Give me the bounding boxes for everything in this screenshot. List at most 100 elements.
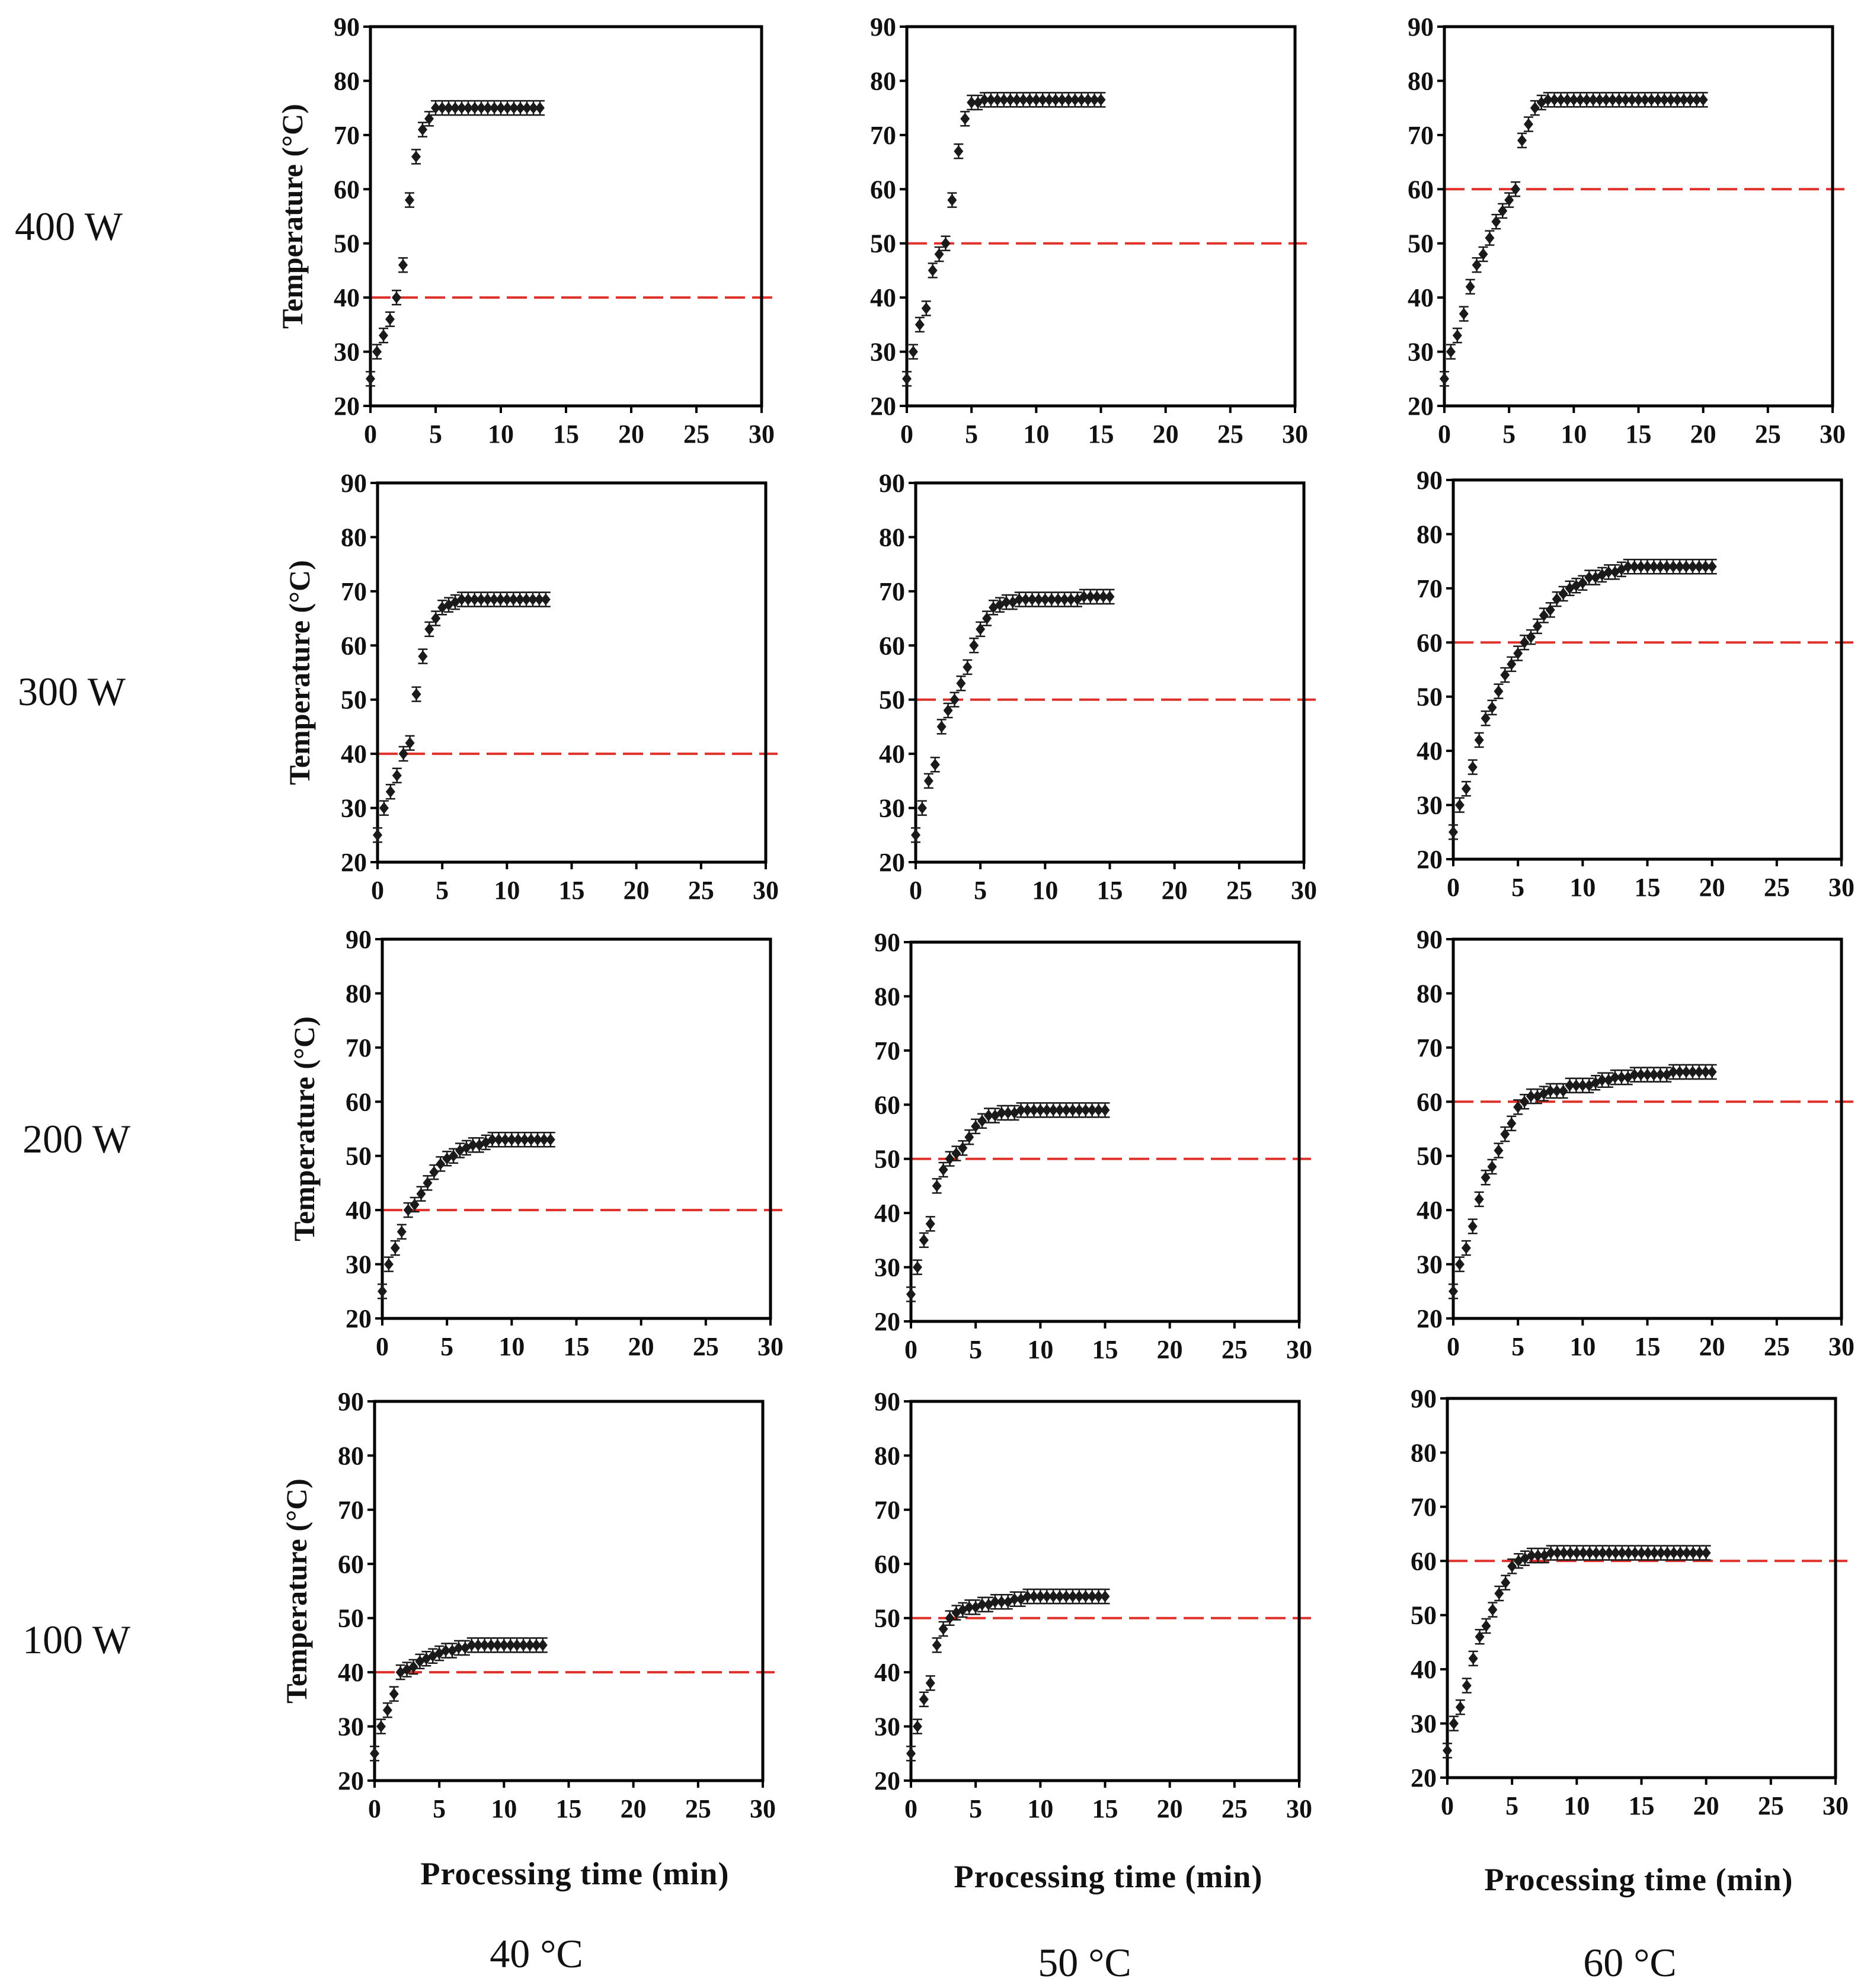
x-tick-label: 10 xyxy=(488,420,514,449)
column-label-60c: 60 °C xyxy=(1583,1940,1677,1985)
data-point xyxy=(533,1132,542,1148)
data-point xyxy=(1100,1102,1110,1118)
data-point xyxy=(1507,1115,1517,1132)
panel-300w-50c: 20 30 40 50 60 70 80 90 0 5 10 15 20 25 30 xyxy=(879,469,1317,905)
y-tick-label: 30 xyxy=(334,338,360,367)
panel-200w-40c: 20 30 40 50 60 70 80 90 0 5 10 15 20 25 30 Temperature … xyxy=(287,925,784,1361)
data-point xyxy=(1523,116,1533,132)
data-point xyxy=(925,1216,935,1232)
panel-100w-60c: 20 30 40 50 60 70 80 90 0 5 10 15 20 25 30 xyxy=(1411,1384,1849,1820)
y-tick-label: 20 xyxy=(338,1766,364,1795)
data-point xyxy=(398,257,408,273)
data-point xyxy=(932,1178,942,1194)
data-point xyxy=(1604,1545,1614,1561)
data-point xyxy=(528,591,538,607)
panel-200w-50c: 20 30 40 50 60 70 80 90 0 5 10 15 20 25 30 xyxy=(874,928,1312,1364)
data-point xyxy=(1694,1064,1704,1080)
y-tick-label: 40 xyxy=(1411,1655,1437,1684)
data-point xyxy=(906,1286,916,1302)
y-tick-label: 80 xyxy=(334,66,360,95)
x-tick-label: 5 xyxy=(1511,873,1524,902)
x-tick-label: 30 xyxy=(1823,1791,1849,1820)
data-point xyxy=(385,783,395,800)
data-point xyxy=(1494,1585,1504,1602)
y-tick-label: 30 xyxy=(874,1712,900,1741)
data-point xyxy=(1526,1088,1536,1105)
data-point xyxy=(1449,1715,1459,1731)
y-tick-label: 60 xyxy=(341,631,367,660)
data-point xyxy=(964,1129,974,1145)
x-axis-label-col1: Processing time (min) xyxy=(421,1856,730,1891)
data-point xyxy=(496,100,506,116)
y-tick-label: 30 xyxy=(1417,1250,1443,1279)
y-tick-label: 80 xyxy=(874,982,900,1011)
data-point xyxy=(917,800,927,816)
data-point xyxy=(1459,306,1469,322)
x-tick-label: 20 xyxy=(624,876,650,905)
data-point xyxy=(423,1175,433,1191)
data-point xyxy=(1707,559,1717,575)
data-point xyxy=(1681,1545,1692,1561)
x-tick-label: 0 xyxy=(1447,873,1460,902)
x-tick-label: 0 xyxy=(900,420,913,449)
data-point xyxy=(1485,230,1495,246)
x-tick-label: 5 xyxy=(969,1335,982,1364)
data-point xyxy=(411,149,421,165)
data-point xyxy=(1051,92,1061,108)
data-point xyxy=(915,316,925,333)
y-tick-label: 50 xyxy=(879,686,905,715)
y-tick-label: 80 xyxy=(874,1441,900,1470)
data-point xyxy=(1067,1102,1078,1118)
row-label-200w: 200 W xyxy=(23,1116,131,1161)
x-tick-label: 5 xyxy=(1505,1791,1518,1820)
x-tick-label: 15 xyxy=(564,1332,590,1361)
y-tick-label: 40 xyxy=(879,740,905,769)
y-tick-label: 90 xyxy=(870,12,896,41)
x-tick-label: 10 xyxy=(491,1794,517,1823)
x-tick-label: 0 xyxy=(909,876,922,905)
data-point xyxy=(1454,1256,1465,1272)
x-tick-label: 30 xyxy=(1828,873,1855,902)
data-point xyxy=(921,300,931,316)
data-point xyxy=(1565,1077,1575,1094)
y-tick-label: 50 xyxy=(1417,1142,1443,1171)
y-tick-label: 20 xyxy=(334,392,360,421)
x-tick-label: 0 xyxy=(904,1794,917,1823)
x-tick-label: 0 xyxy=(1438,420,1451,449)
data-point xyxy=(378,1283,387,1299)
y-tick-label: 70 xyxy=(870,121,896,150)
data-point xyxy=(411,686,421,702)
data-point xyxy=(1481,1170,1491,1186)
x-tick-label: 5 xyxy=(440,1332,453,1361)
x-tick-label: 25 xyxy=(1222,1794,1248,1823)
data-point xyxy=(960,111,970,127)
data-point xyxy=(376,1718,386,1734)
data-point xyxy=(1571,1077,1581,1094)
y-tick-label: 70 xyxy=(334,121,360,150)
y-tick-label: 30 xyxy=(341,794,367,823)
y-tick-label: 40 xyxy=(334,283,360,312)
x-tick-label: 30 xyxy=(1828,1332,1855,1361)
y-tick-label: 20 xyxy=(874,1766,900,1795)
panel-100w-50c: 20 30 40 50 60 70 80 90 0 5 10 15 20 25 30 xyxy=(874,1387,1312,1823)
y-tick-label: 40 xyxy=(1408,283,1434,312)
y-tick-label: 60 xyxy=(1417,1087,1443,1116)
data-point xyxy=(397,1224,407,1240)
data-point xyxy=(1467,1218,1478,1234)
data-point xyxy=(437,600,447,616)
column-label-50c: 50 °C xyxy=(1038,1940,1131,1985)
x-tick-label: 15 xyxy=(1088,420,1114,449)
data-point xyxy=(379,800,389,816)
data-point xyxy=(954,143,964,159)
data-point xyxy=(932,1637,942,1653)
x-tick-label: 10 xyxy=(1569,873,1596,902)
y-axis-label: Temperature (°C) xyxy=(287,1016,321,1241)
y-tick-label: 60 xyxy=(1417,628,1443,657)
data-point xyxy=(930,757,940,773)
x-tick-label: 30 xyxy=(1282,420,1308,449)
x-tick-label: 25 xyxy=(1764,873,1790,902)
data-point xyxy=(1565,1545,1575,1561)
data-point xyxy=(1585,1545,1595,1561)
x-tick-label: 20 xyxy=(1153,420,1179,449)
y-tick-label: 40 xyxy=(1417,737,1443,766)
